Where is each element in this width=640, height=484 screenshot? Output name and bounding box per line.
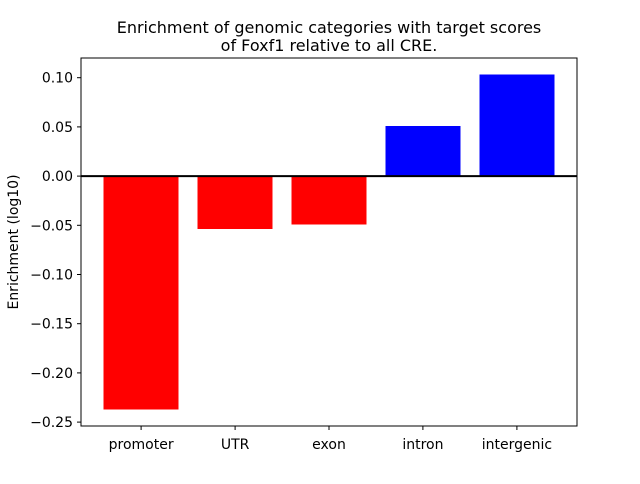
- y-tick-label: −0.25: [30, 415, 73, 431]
- bar-intron: [385, 125, 461, 177]
- x-axis-ticks: promoter UTR exon intron intergenic: [109, 426, 552, 453]
- x-tick-label-exon: exon: [312, 437, 346, 453]
- bar-UTR: [197, 176, 273, 230]
- bar-promoter: [103, 176, 179, 410]
- y-tick-label: 0.05: [42, 120, 73, 136]
- y-axis-ticks: 0.10 0.05 0.00 −0.05 −0.10 −0.15 −0.20 −0.25: [30, 71, 81, 431]
- axes-frame: [80, 57, 578, 427]
- x-tick-label-intron: intron: [402, 437, 443, 453]
- y-tick-label: −0.05: [30, 218, 73, 234]
- y-tick-label: 0.10: [42, 71, 73, 87]
- chart-title-line1: Enrichment of genomic categories with ta…: [117, 18, 542, 37]
- y-tick-label: 0.00: [42, 169, 73, 185]
- y-tick-label: −0.15: [30, 317, 73, 333]
- bars-group: [103, 74, 555, 410]
- bar-exon: [291, 176, 367, 225]
- y-tick-label: −0.20: [30, 366, 73, 382]
- y-axis-label: Enrichment (log10): [6, 174, 22, 309]
- y-tick-label: −0.10: [30, 268, 73, 284]
- x-tick-label-UTR: UTR: [221, 437, 250, 453]
- x-tick-label-intergenic: intergenic: [482, 437, 552, 453]
- chart-title-line2: of Foxf1 relative to all CRE.: [221, 36, 438, 55]
- bar-intergenic: [479, 74, 555, 176]
- x-tick-label-promoter: promoter: [109, 437, 174, 453]
